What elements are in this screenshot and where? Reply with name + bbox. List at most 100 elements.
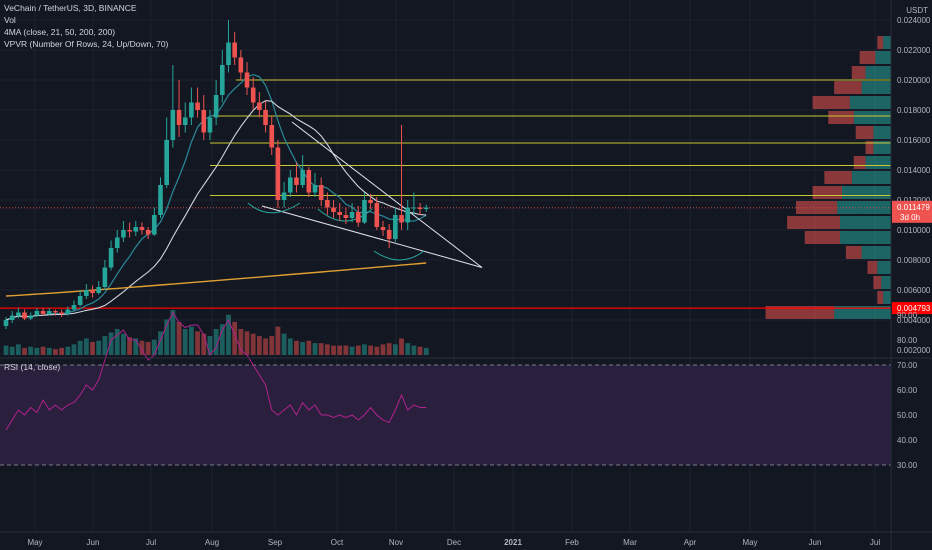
candle-body — [318, 185, 324, 200]
volume-bar — [139, 340, 145, 355]
support-level-tag — [892, 302, 932, 315]
volume-bar — [238, 328, 244, 355]
vpvr-down-bar — [804, 231, 841, 244]
ma-legend[interactable]: 4MA (close, 21, 50, 200, 200) — [4, 27, 116, 37]
volume-legend[interactable]: Vol — [4, 15, 16, 25]
rsi-indicator — [5, 311, 427, 431]
volume-bar — [77, 340, 83, 355]
vpvr-down-bar — [867, 261, 878, 274]
rsi-tick-label: 90.00 — [897, 311, 918, 320]
volume-bar — [201, 333, 207, 355]
candle-body — [368, 200, 373, 203]
candle-body — [108, 248, 114, 268]
ma-200-line — [5, 262, 427, 297]
candle-body — [232, 42, 237, 58]
trendline-drawings[interactable] — [247, 121, 483, 268]
time-axis[interactable]: May Jun Jul Aug Sep Oct Nov Dec 2021 Feb Mar Apr May… — [27, 538, 880, 547]
candle-body — [294, 177, 299, 185]
candle-body — [22, 312, 27, 319]
rsi-legend[interactable]: RSI (14, close) — [4, 362, 61, 372]
candle-body — [84, 290, 89, 296]
candle-body — [164, 140, 169, 185]
volume-bar — [411, 345, 417, 355]
current-price-tag — [892, 200, 932, 223]
volume-bar — [71, 344, 77, 355]
wedge-lower-line — [261, 205, 483, 268]
time-tick-label: Jul — [146, 538, 156, 547]
vpvr-legend[interactable]: VPVR (Number Of Rows, 24, Up/Down, 70) — [4, 39, 169, 49]
candle-body — [355, 212, 361, 223]
candle-body — [423, 207, 429, 209]
vpvr-down-bar — [845, 246, 862, 259]
price-tick-label: 0.024000 — [897, 16, 931, 25]
volume-bar — [59, 347, 65, 355]
volume-bar — [9, 346, 15, 355]
candle-body — [257, 102, 262, 110]
candle-body — [213, 95, 219, 118]
vpvr-up-bar — [865, 156, 891, 169]
candle-body — [145, 230, 151, 235]
vpvr-up-bar — [861, 246, 891, 259]
symbol-title[interactable]: VeChain / TetherUS, 3D, BINANCE — [4, 3, 137, 13]
time-tick-label: Feb — [565, 538, 579, 547]
horizontal-levels[interactable] — [0, 79, 891, 309]
vpvr-up-bar — [849, 96, 891, 109]
price-tick-label: 0.010000 — [897, 226, 931, 235]
time-tick-label: Mar — [623, 538, 637, 547]
time-tick-label: Aug — [205, 538, 219, 547]
volume-bar — [114, 328, 120, 355]
vpvr-up-bar — [873, 126, 891, 139]
volume-bar — [207, 336, 213, 355]
candle-body — [90, 290, 95, 293]
time-tick-label: 2021 — [504, 538, 522, 547]
price-tick-label: 0.014000 — [897, 166, 931, 175]
volume-bar — [244, 331, 250, 355]
volume-bar — [380, 344, 386, 355]
candle-body — [207, 117, 213, 133]
volume-bar — [275, 326, 281, 355]
volume-bar — [405, 343, 411, 355]
volume-bar — [312, 343, 318, 355]
time-tick-label: Oct — [331, 538, 344, 547]
candle-body — [16, 312, 21, 316]
candle-body — [417, 207, 423, 209]
volume-bar — [40, 346, 46, 355]
candle-body — [343, 215, 349, 218]
candle-body — [269, 125, 275, 148]
volume-bar — [83, 338, 89, 355]
candle-body — [405, 207, 410, 223]
volume-bar — [392, 344, 398, 355]
volume-bars — [3, 310, 429, 355]
vpvr-up-bar — [883, 36, 891, 49]
candle-body — [263, 110, 268, 125]
volume-bar — [399, 338, 404, 355]
time-tick-label: May — [27, 538, 42, 547]
vpvr-down-bar — [812, 96, 850, 109]
rsi-axis[interactable]: 90.00 80.00 70.00 60.00 50.00 40.00 30.00 — [897, 311, 918, 470]
candle-body — [287, 177, 293, 193]
volume-bar — [108, 332, 114, 355]
candle-body — [189, 102, 194, 118]
candle-body — [71, 305, 77, 310]
volume-bar — [324, 344, 330, 355]
candle-body — [182, 117, 188, 125]
vpvr-down-bar — [765, 306, 835, 319]
vpvr-up-bar — [834, 306, 891, 319]
volume-bar — [256, 336, 262, 355]
candle-body — [380, 227, 386, 230]
candle-body — [139, 227, 145, 230]
current-price-value: 0.011479 — [897, 203, 930, 212]
time-tick-label: May — [742, 538, 757, 547]
vpvr-up-bar — [840, 216, 891, 229]
volume-bar — [170, 310, 176, 355]
volume-bar — [343, 345, 349, 355]
vpvr-up-bar — [851, 171, 891, 184]
candle-body — [393, 215, 398, 239]
candle-body — [176, 110, 182, 125]
time-tick-label: Jul — [870, 538, 880, 547]
volume-bar — [133, 338, 139, 355]
price-tick-label: 0.012000 — [897, 196, 931, 205]
